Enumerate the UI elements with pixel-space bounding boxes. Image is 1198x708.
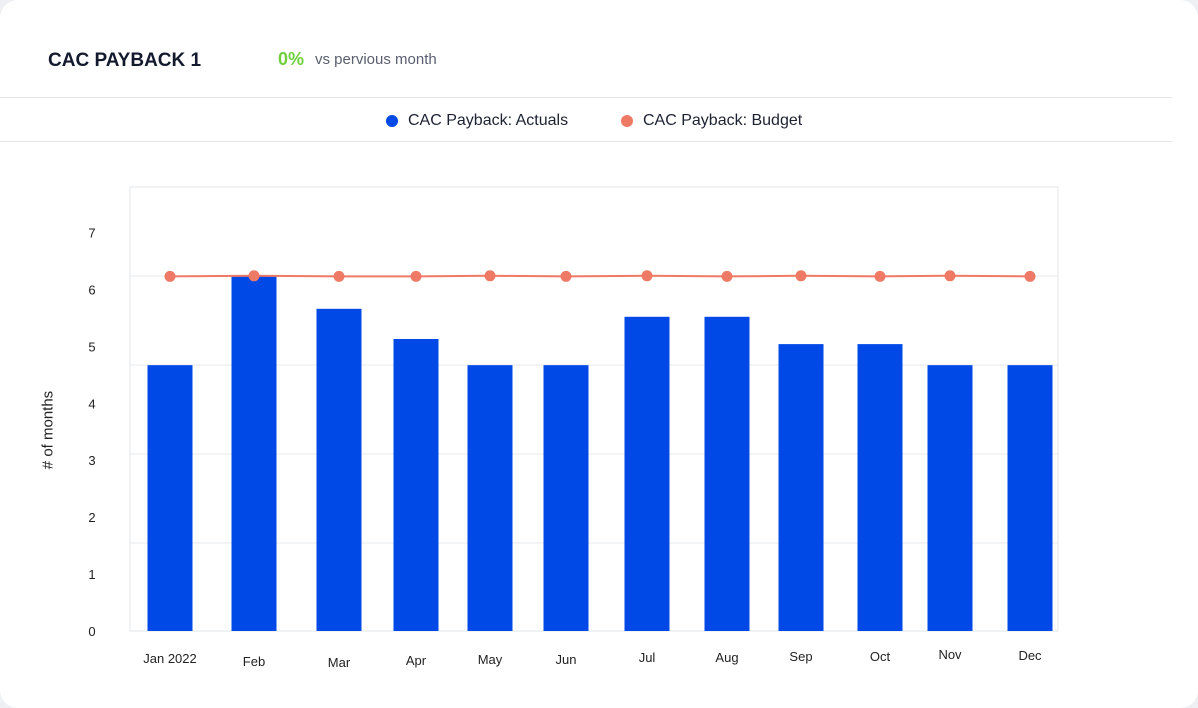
y-tick-label: 4 [88, 396, 95, 411]
budget-point [721, 270, 733, 282]
budget-point [944, 270, 956, 282]
budget-point [641, 270, 653, 282]
x-tick-label: Jan 2022 [143, 651, 197, 666]
bar-actuals [857, 344, 903, 631]
y-tick-label: 2 [88, 510, 95, 525]
y-tick-label: 3 [88, 453, 95, 468]
x-tick-label: Apr [406, 653, 427, 668]
plot-area [129, 186, 1059, 632]
legend-item-budget[interactable]: CAC Payback: Budget [621, 112, 802, 130]
bar-actuals [231, 275, 277, 631]
budget-line [169, 274, 1031, 278]
budget-point [560, 270, 572, 282]
budget-point [874, 270, 886, 282]
y-tick-label: 0 [88, 624, 95, 639]
x-tick-label: Aug [715, 650, 738, 665]
budget-point [1024, 270, 1036, 282]
bar-actuals [927, 365, 973, 631]
x-tick-label: Jul [639, 650, 656, 665]
y-tick-label: 7 [88, 226, 95, 241]
budget-point [484, 270, 496, 282]
x-tick-label: Jun [556, 652, 577, 667]
card-title: CAC PAYBACK 1 [48, 50, 202, 71]
delta-caption: vs pervious month [315, 51, 437, 68]
bar-actuals [147, 365, 193, 631]
y-tick-label: 5 [88, 339, 95, 354]
budget-point [248, 270, 260, 282]
bar-actuals [704, 316, 750, 631]
x-tick-label: Nov [938, 647, 962, 662]
x-tick-label: May [478, 652, 503, 667]
bar-actuals [393, 338, 439, 631]
legend-label-actuals: CAC Payback: Actuals [408, 112, 569, 129]
bar-actuals [1007, 365, 1053, 631]
legend-label-budget: CAC Payback: Budget [643, 112, 803, 129]
legend-item-actuals[interactable]: CAC Payback: Actuals [386, 112, 568, 130]
bar-actuals [624, 316, 670, 631]
budget-point [333, 270, 345, 282]
bar-actuals [543, 365, 589, 631]
budget-point [164, 270, 176, 282]
x-tick-label: Feb [243, 654, 265, 669]
y-tick-label: 6 [88, 282, 95, 297]
legend-dot-actuals-icon [386, 115, 398, 127]
legend-dot-budget-icon [621, 115, 633, 127]
y-tick-label: 1 [88, 567, 95, 582]
card-header: CAC PAYBACK 1 0% vs pervious month [0, 0, 1172, 98]
bar-actuals [778, 344, 824, 631]
x-tick-label: Mar [328, 655, 351, 670]
bar-actuals [467, 365, 513, 631]
x-tick-label: Dec [1018, 648, 1042, 663]
x-tick-label: Oct [870, 649, 891, 664]
delta-value: 0% [278, 49, 305, 69]
bar-actuals [316, 308, 362, 631]
x-tick-label: Sep [789, 649, 812, 664]
chart-legend: CAC Payback: Actuals CAC Payback: Budget [0, 98, 1172, 142]
budget-point [410, 270, 422, 282]
budget-point [795, 270, 807, 282]
